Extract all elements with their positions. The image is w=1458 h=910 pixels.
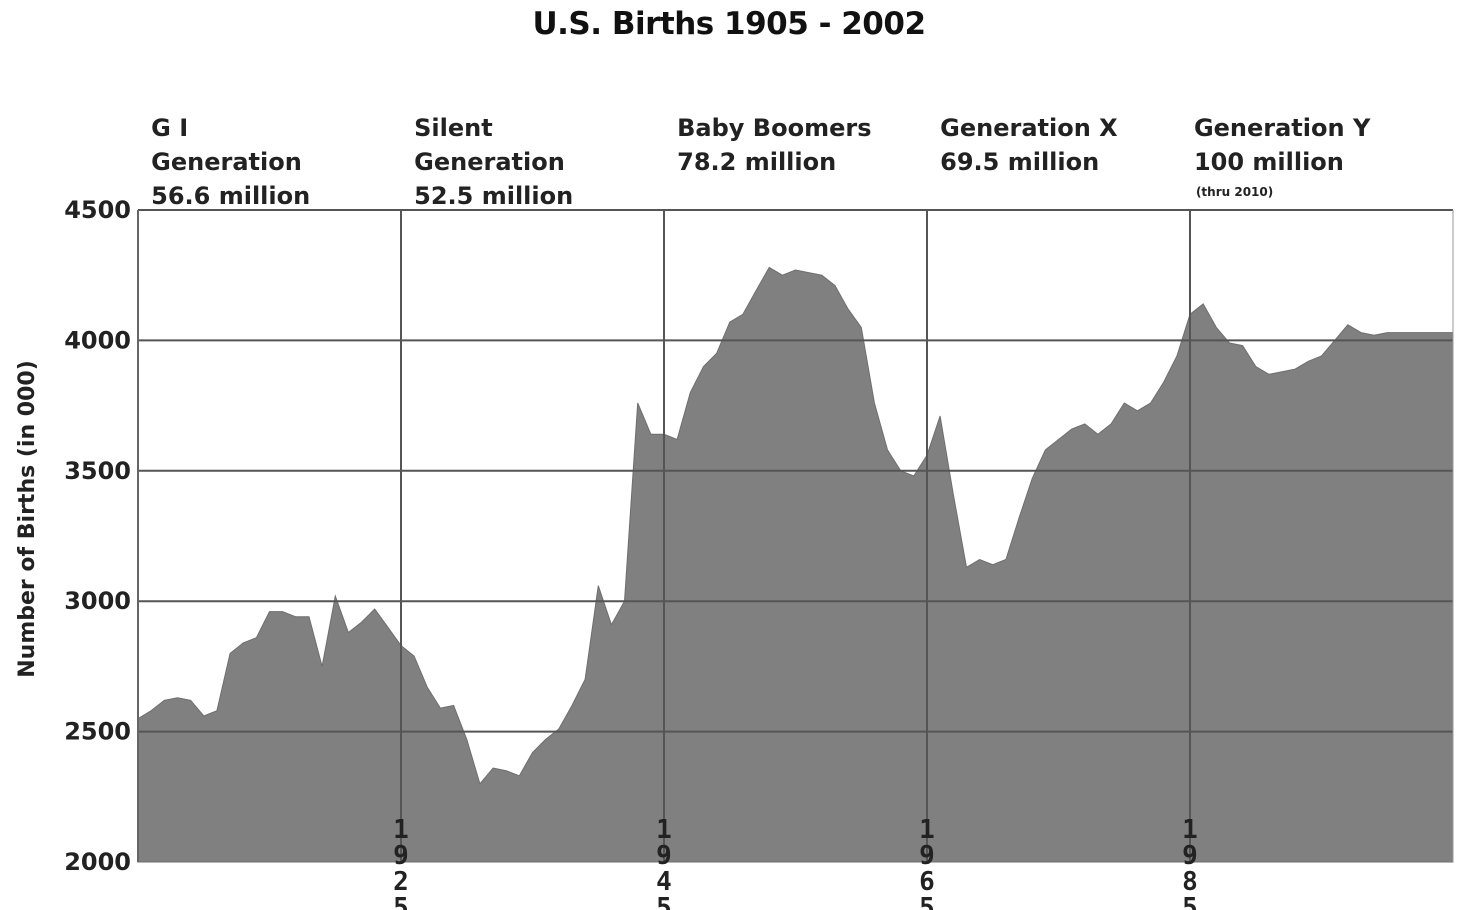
generation-label-line: 100 million bbox=[1194, 148, 1344, 176]
x-tick-labels: 1 9 2 5 1 9 4 5 1 9 6 5 1 9 8 5 bbox=[393, 815, 1198, 910]
generation-label-line: Baby Boomers bbox=[677, 114, 871, 142]
generation-label-line: Generation bbox=[414, 148, 565, 176]
generation-label: Generation Y 100 million (thru 2010) bbox=[1194, 114, 1371, 199]
y-tick-label: 3000 bbox=[64, 587, 131, 615]
generation-label: Silent Generation 52.5 million bbox=[414, 114, 573, 210]
y-tick-label: 2500 bbox=[64, 718, 131, 746]
generation-label: G I Generation 56.6 million bbox=[151, 114, 310, 210]
chart-title: U.S. Births 1905 - 2002 bbox=[532, 6, 926, 42]
y-axis-title: Number of Births (in 000) bbox=[15, 360, 40, 678]
generation-label-line: 52.5 million bbox=[414, 182, 573, 210]
y-tick-label: 4500 bbox=[64, 196, 131, 224]
generation-label-line: G I bbox=[151, 114, 188, 142]
grid-layer bbox=[137, 209, 1454, 862]
generation-label-line: 56.6 million bbox=[151, 182, 310, 210]
generation-label-line: Silent bbox=[414, 114, 493, 142]
generation-label: Generation X 69.5 million bbox=[940, 114, 1118, 176]
generation-label-line: Generation X bbox=[940, 114, 1118, 142]
axis-titles: Number of Births (in 000) bbox=[15, 360, 40, 678]
y-tick-label: 2000 bbox=[64, 848, 131, 876]
generation-label-line: Generation Y bbox=[1194, 114, 1371, 142]
generation-label-line: 69.5 million bbox=[940, 148, 1099, 176]
generation-label: Baby Boomers 78.2 million bbox=[677, 114, 871, 176]
generation-label-line: Generation bbox=[151, 148, 302, 176]
births-area bbox=[137, 266, 1454, 863]
y-tick-label: 3500 bbox=[64, 457, 131, 485]
y-tick-label: 4000 bbox=[64, 326, 131, 354]
generation-labels: G I Generation 56.6 million Silent Generatio… bbox=[151, 114, 1371, 210]
generation-label-note: (thru 2010) bbox=[1196, 185, 1273, 199]
area-layer bbox=[137, 266, 1454, 863]
y-tick-labels: 2000 2500 3000 3500 4000 4500 bbox=[64, 196, 131, 876]
generation-label-line: 78.2 million bbox=[677, 148, 836, 176]
